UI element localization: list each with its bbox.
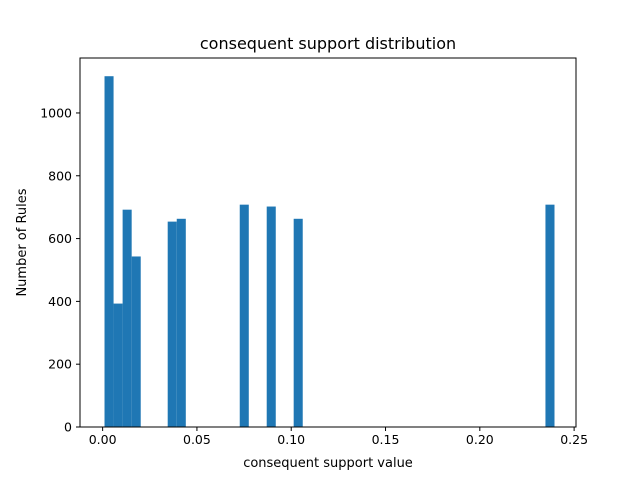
histogram-bar <box>176 218 186 427</box>
y-tick-label: 200 <box>48 357 72 372</box>
y-tick-label: 400 <box>48 294 72 309</box>
x-tick-label: 0.10 <box>277 432 305 447</box>
histogram-bar <box>266 206 276 427</box>
bars-layer <box>104 76 555 428</box>
plot-frame <box>79 57 577 428</box>
x-tick-label: 0.15 <box>372 432 400 447</box>
y-tick-label: 600 <box>48 231 72 246</box>
x-tick-label: 0.05 <box>183 432 211 447</box>
histogram-bar <box>545 204 555 427</box>
y-axis-ticks: 0 200 400 600 800 1000 <box>40 105 80 435</box>
histogram-bar <box>122 209 132 427</box>
x-tick-label: 0.00 <box>89 432 117 447</box>
y-axis-label: Number of Rules <box>15 188 30 296</box>
y-tick-label: 0 <box>64 420 72 435</box>
y-tick-label: 1000 <box>40 105 72 120</box>
chart-title: consequent support distribution <box>200 34 456 53</box>
histogram-bar <box>113 303 123 427</box>
y-tick-label: 800 <box>48 168 72 183</box>
x-tick-label: 0.25 <box>560 432 588 447</box>
histogram-bar <box>167 221 177 427</box>
x-axis-ticks: 0.00 0.05 0.10 0.15 0.20 0.25 <box>89 427 588 447</box>
x-tick-label: 0.20 <box>466 432 494 447</box>
histogram-bar <box>131 256 141 427</box>
histogram-bar <box>239 204 249 427</box>
x-axis-label: consequent support value <box>243 456 413 471</box>
histogram-bar <box>293 218 303 427</box>
histogram-bar <box>104 76 114 428</box>
